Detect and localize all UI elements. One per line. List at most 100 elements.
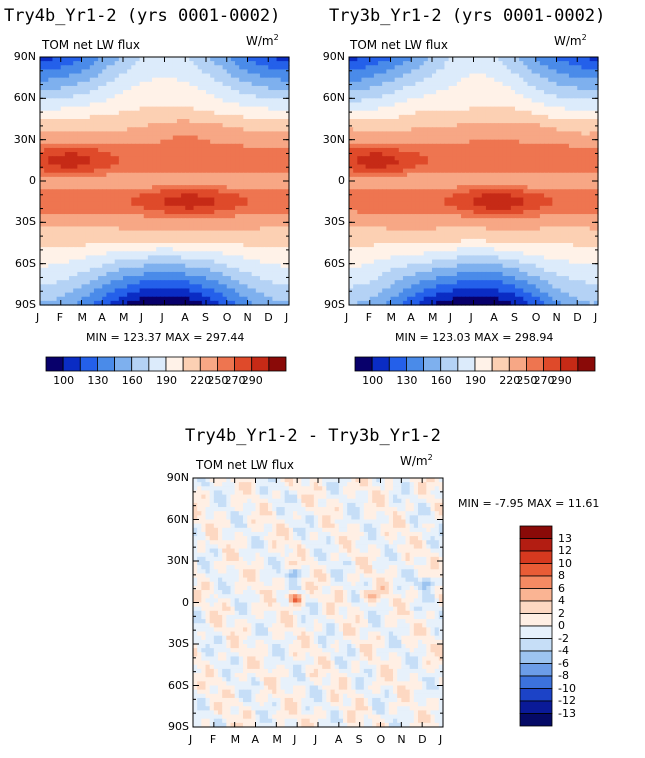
panel1-cell bbox=[243, 135, 249, 141]
panel1-cell bbox=[118, 81, 124, 87]
panel1-cell bbox=[218, 61, 224, 66]
panel2-cell bbox=[577, 110, 582, 116]
panel2-cell bbox=[589, 110, 595, 116]
panel1-cell bbox=[276, 280, 282, 285]
panel1-cell bbox=[135, 106, 141, 112]
panel2-cell bbox=[436, 81, 441, 87]
panel1-cell bbox=[185, 284, 190, 290]
panel1-cell bbox=[156, 57, 161, 62]
panel1-cell bbox=[243, 81, 249, 87]
panel1-cell bbox=[206, 106, 211, 112]
panel1-cell bbox=[243, 168, 249, 174]
panel1-cell bbox=[284, 296, 290, 302]
panel1-cell bbox=[181, 156, 186, 161]
panel1-cell bbox=[48, 114, 54, 120]
panel1-cell bbox=[147, 271, 153, 277]
panel1-cell bbox=[264, 114, 269, 120]
panel1-cell bbox=[69, 214, 74, 219]
panel1-cell bbox=[118, 57, 124, 62]
panel1-cell bbox=[226, 238, 232, 244]
panel1-cell bbox=[197, 69, 203, 75]
panel1-cell bbox=[73, 156, 78, 161]
panel1-cell bbox=[214, 85, 220, 91]
panel1-cell bbox=[193, 189, 199, 194]
panel1-cell bbox=[85, 181, 91, 186]
panel1-cell bbox=[106, 65, 112, 70]
panel2-cell bbox=[498, 69, 504, 75]
panel1-cell bbox=[160, 226, 166, 232]
panel1-cell bbox=[164, 106, 170, 112]
panel2-cell bbox=[411, 90, 416, 95]
panel1-cell bbox=[235, 156, 240, 161]
panel1-cell bbox=[85, 197, 91, 203]
panel1-cell bbox=[127, 222, 132, 228]
panel2-cell bbox=[548, 123, 553, 128]
panel1-cell bbox=[147, 284, 153, 290]
panel1-cell bbox=[230, 238, 236, 244]
panel1-cell bbox=[52, 81, 58, 87]
panel1-cell bbox=[230, 77, 236, 83]
panel1-cell bbox=[193, 251, 199, 256]
panel2-cell bbox=[577, 102, 582, 108]
panel2-cell bbox=[444, 57, 450, 62]
panel1-cell bbox=[172, 61, 178, 66]
panel1-cell bbox=[255, 267, 261, 273]
panel1-cell bbox=[81, 255, 87, 261]
panel1-cell bbox=[210, 147, 215, 153]
panel1-cell bbox=[255, 181, 261, 186]
panel1-cell bbox=[235, 189, 240, 194]
panel1-cell bbox=[176, 276, 182, 281]
panel1-cell bbox=[259, 230, 265, 236]
panel1-cell bbox=[147, 255, 153, 261]
panel1-cell bbox=[93, 73, 99, 79]
panel1-cell bbox=[280, 81, 286, 87]
panel1-cell bbox=[164, 222, 170, 228]
panel1-cell bbox=[52, 61, 58, 66]
panel1-cell bbox=[185, 65, 190, 70]
panel1-cell bbox=[247, 65, 253, 70]
panel1-cell bbox=[189, 300, 195, 306]
panel1-cell bbox=[197, 85, 203, 91]
panel1-cell bbox=[193, 300, 199, 306]
panel2-cell bbox=[531, 69, 537, 75]
panel2-cell bbox=[357, 90, 363, 95]
panel1-cell bbox=[98, 201, 103, 207]
panel1-cell bbox=[206, 209, 211, 215]
panel1-cell bbox=[52, 102, 58, 108]
panel1-cell bbox=[276, 197, 282, 203]
panel2-cell bbox=[407, 57, 412, 62]
panel1-cell bbox=[255, 193, 261, 199]
panel1-cell bbox=[197, 238, 203, 244]
panel1-cell bbox=[214, 193, 220, 199]
panel1-cell bbox=[259, 176, 265, 182]
panel1-cell bbox=[106, 61, 112, 66]
panel2-cell bbox=[568, 139, 574, 145]
panel2-cell bbox=[452, 127, 458, 132]
panel1-cell bbox=[284, 90, 290, 95]
panel1-cell bbox=[143, 69, 149, 75]
panel1-cell bbox=[56, 73, 62, 79]
panel1-cell bbox=[210, 98, 215, 104]
panel1-cell bbox=[268, 139, 273, 145]
panel1-cell bbox=[222, 102, 228, 108]
panel1-cell bbox=[156, 243, 161, 248]
panel1-cell bbox=[251, 214, 257, 219]
panel1-cell bbox=[222, 127, 228, 132]
panel2-cell bbox=[432, 90, 437, 95]
panel1-cell bbox=[214, 267, 220, 273]
panel1-cell bbox=[181, 296, 186, 302]
panel1-cell bbox=[98, 90, 103, 95]
panel2-cell bbox=[523, 98, 529, 104]
panel1-cell bbox=[284, 226, 290, 232]
panel1-cell bbox=[73, 61, 78, 66]
panel1-cell bbox=[164, 193, 170, 199]
panel2-cell bbox=[485, 57, 491, 62]
panel1-cell bbox=[197, 123, 203, 128]
panel1-cell bbox=[114, 189, 120, 194]
panel1-cell bbox=[102, 156, 107, 161]
panel1-cell bbox=[239, 197, 244, 203]
panel1-cell bbox=[276, 143, 282, 149]
panel1-cell bbox=[69, 156, 74, 161]
panel1-cell bbox=[73, 209, 78, 215]
panel1-cell bbox=[98, 147, 103, 153]
